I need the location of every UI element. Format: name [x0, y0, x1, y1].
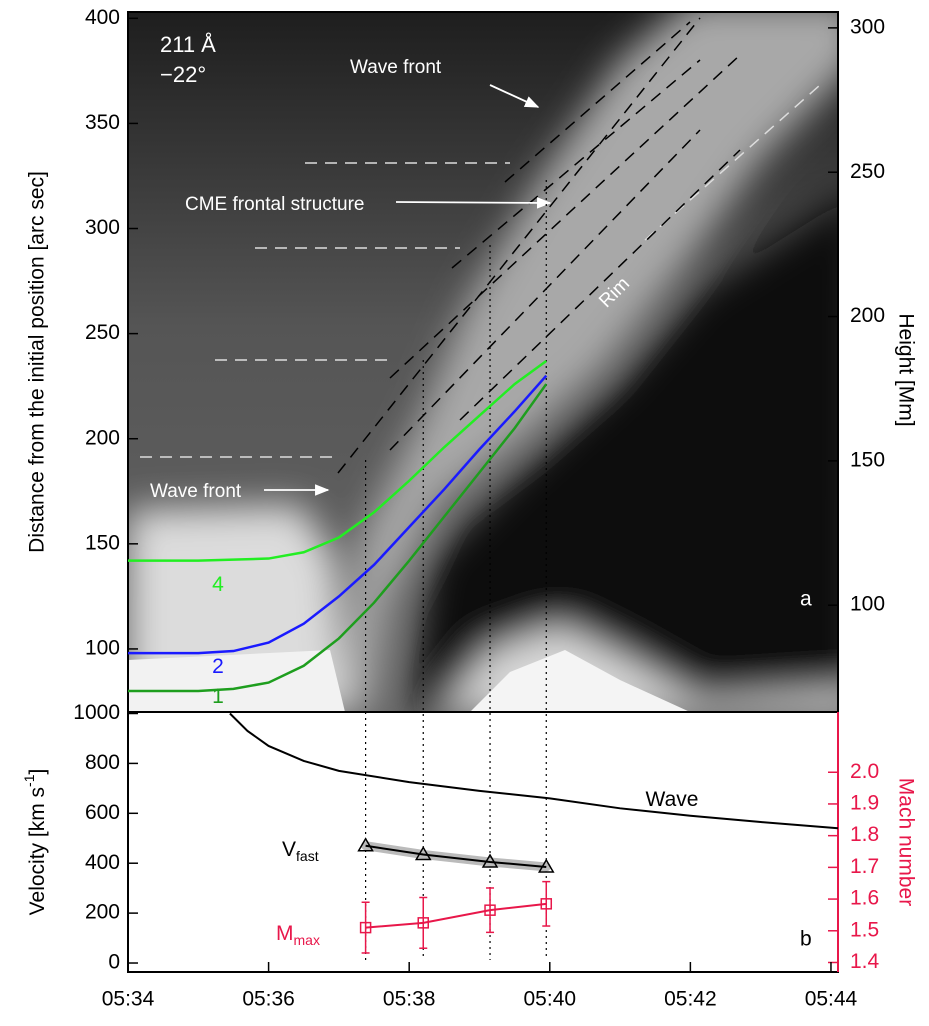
annotation: Wave front	[150, 481, 242, 502]
x-tick-label: 05:44	[805, 988, 858, 1011]
x-tick-label: 05:40	[524, 988, 577, 1011]
marker	[540, 898, 553, 910]
y-tick-label: 800	[85, 751, 120, 774]
series-line	[229, 712, 839, 830]
series-line	[128, 383, 548, 693]
series-label: 1	[212, 685, 224, 708]
series-name: 1	[212, 685, 224, 708]
y2-axis-title: Height [Mm]	[894, 313, 917, 426]
annotation: −22°	[160, 62, 206, 87]
y2-tick-label: 300	[850, 15, 885, 38]
y-axis-title-part: -1	[21, 774, 37, 787]
series-line	[128, 374, 548, 655]
marker	[537, 858, 555, 873]
y2-tick-label: 200	[850, 304, 885, 327]
y2-tick-label: 1.5	[850, 918, 879, 941]
y-tick-label: 350	[85, 111, 120, 134]
y2-tick-label: 250	[850, 160, 885, 183]
series-label: 4	[212, 573, 224, 596]
series-line	[365, 844, 547, 868]
y-tick-label: 400	[85, 851, 120, 874]
annotation: Wave front	[350, 57, 442, 78]
marker	[359, 921, 372, 934]
panel-label: a	[800, 588, 812, 611]
marker	[417, 917, 429, 929]
y-tick-label: 400	[85, 6, 120, 29]
series-label: 2	[212, 655, 224, 678]
series-name: 2	[212, 655, 224, 678]
series-name: V	[282, 838, 296, 861]
y-tick-label: 300	[85, 216, 120, 239]
series-name: Wave	[646, 788, 699, 811]
y2-tick-label: 2.0	[850, 760, 879, 783]
series-name: M	[276, 922, 294, 945]
series-label: Vfast	[282, 838, 319, 864]
y-axis-title-part: ]	[26, 769, 49, 775]
y-axis-title: Distance from the initial position [arc …	[26, 171, 49, 553]
reference-lines	[140, 84, 821, 458]
y2-tick-label: 1.4	[850, 950, 880, 973]
panel-b-frame	[127, 711, 839, 973]
wave-front-fits	[337, 17, 741, 474]
series-line	[365, 902, 547, 929]
series-line	[128, 359, 548, 562]
series-label: Mmax	[276, 922, 320, 948]
annotation: CME frontal structure	[185, 194, 365, 215]
y-tick-label: 250	[85, 321, 120, 344]
y-tick-label: 200	[85, 901, 120, 924]
y2-axis-title: Mach number	[894, 778, 917, 906]
y2-tick-label: 150	[850, 448, 885, 471]
y-tick-label: 150	[85, 531, 120, 554]
marker	[484, 904, 496, 916]
y-axis-title-part: Velocity [km s	[26, 787, 49, 915]
marker	[481, 853, 499, 868]
x-tick-label: 05:36	[242, 988, 295, 1011]
annotations: 211 Å −22° Wave front CME frontal structure…	[150, 32, 634, 502]
y-tick-label: 0	[108, 951, 120, 974]
x-tick-label: 05:38	[383, 988, 436, 1011]
y-tick-label: 200	[85, 426, 120, 449]
y-tick-label: 1000	[73, 701, 120, 724]
y2-tick-label: 1.9	[850, 791, 879, 814]
y2-tick-label: 1.7	[850, 855, 879, 878]
y-tick-label: 600	[85, 801, 120, 824]
y2-tick-label: 1.8	[850, 823, 879, 846]
series-name-sub: fast	[296, 848, 319, 864]
x-tick-label: 05:34	[102, 988, 155, 1011]
y2-tick-label: 100	[850, 593, 885, 616]
annotation-arrows	[264, 84, 552, 496]
series-name: 4	[212, 573, 224, 596]
series-name-sub: max	[294, 932, 320, 948]
series-label: Wave	[646, 788, 699, 811]
x-tick-label: 05:42	[664, 988, 717, 1011]
y-axis-title: Velocity [km s-1]	[21, 769, 49, 916]
annotation: 211 Å	[160, 32, 216, 57]
panel-label: b	[800, 928, 812, 951]
image-background	[128, 12, 838, 712]
y-tick-label: 100	[85, 636, 120, 659]
marker	[357, 837, 374, 852]
marker	[414, 845, 432, 861]
y2-tick-label: 1.6	[850, 887, 879, 910]
